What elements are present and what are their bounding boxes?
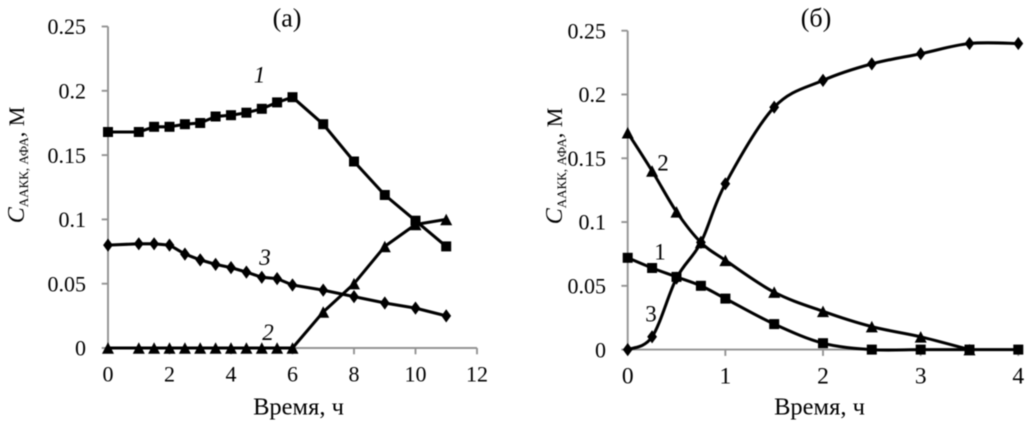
svg-text:0.15: 0.15	[568, 146, 607, 171]
svg-text:3: 3	[645, 301, 657, 326]
svg-text:2: 2	[817, 364, 829, 390]
svg-text:(a): (a)	[273, 4, 302, 33]
svg-text:Время, ч: Время, ч	[774, 394, 865, 421]
svg-text:4: 4	[226, 362, 237, 387]
svg-text:0.25: 0.25	[48, 14, 87, 39]
svg-text:0: 0	[622, 364, 634, 390]
svg-text:2: 2	[657, 151, 669, 176]
svg-text:0.2: 0.2	[579, 82, 607, 107]
svg-text:0: 0	[103, 362, 114, 387]
svg-text:0: 0	[75, 336, 86, 361]
svg-text:2: 2	[164, 362, 175, 387]
svg-text:1: 1	[254, 63, 266, 88]
svg-text:2: 2	[262, 320, 274, 345]
svg-text:0.15: 0.15	[48, 143, 87, 168]
svg-text:3: 3	[258, 245, 271, 270]
svg-text:3: 3	[915, 364, 927, 390]
svg-text:1: 1	[720, 364, 732, 390]
svg-text:1: 1	[654, 240, 666, 265]
svg-text:8: 8	[349, 362, 360, 387]
svg-text:0.1: 0.1	[59, 207, 87, 232]
svg-text:0.1: 0.1	[579, 210, 607, 235]
svg-text:CААКК, АФА, М: CААКК, АФА, М	[542, 108, 569, 225]
svg-text:Время, ч: Время, ч	[253, 394, 344, 421]
svg-text:CААКК, АФА, М: CААКК, АФА, М	[4, 107, 31, 224]
svg-text:12: 12	[466, 362, 488, 387]
svg-text:0.25: 0.25	[568, 18, 607, 43]
svg-text:0.05: 0.05	[48, 271, 87, 296]
svg-text:6: 6	[287, 362, 298, 387]
svg-text:4: 4	[1012, 364, 1024, 390]
svg-text:0.05: 0.05	[568, 274, 607, 299]
svg-text:0.2: 0.2	[59, 79, 87, 104]
svg-text:0: 0	[595, 337, 606, 362]
svg-text:10: 10	[405, 362, 427, 387]
svg-text:(б): (б)	[801, 4, 832, 33]
